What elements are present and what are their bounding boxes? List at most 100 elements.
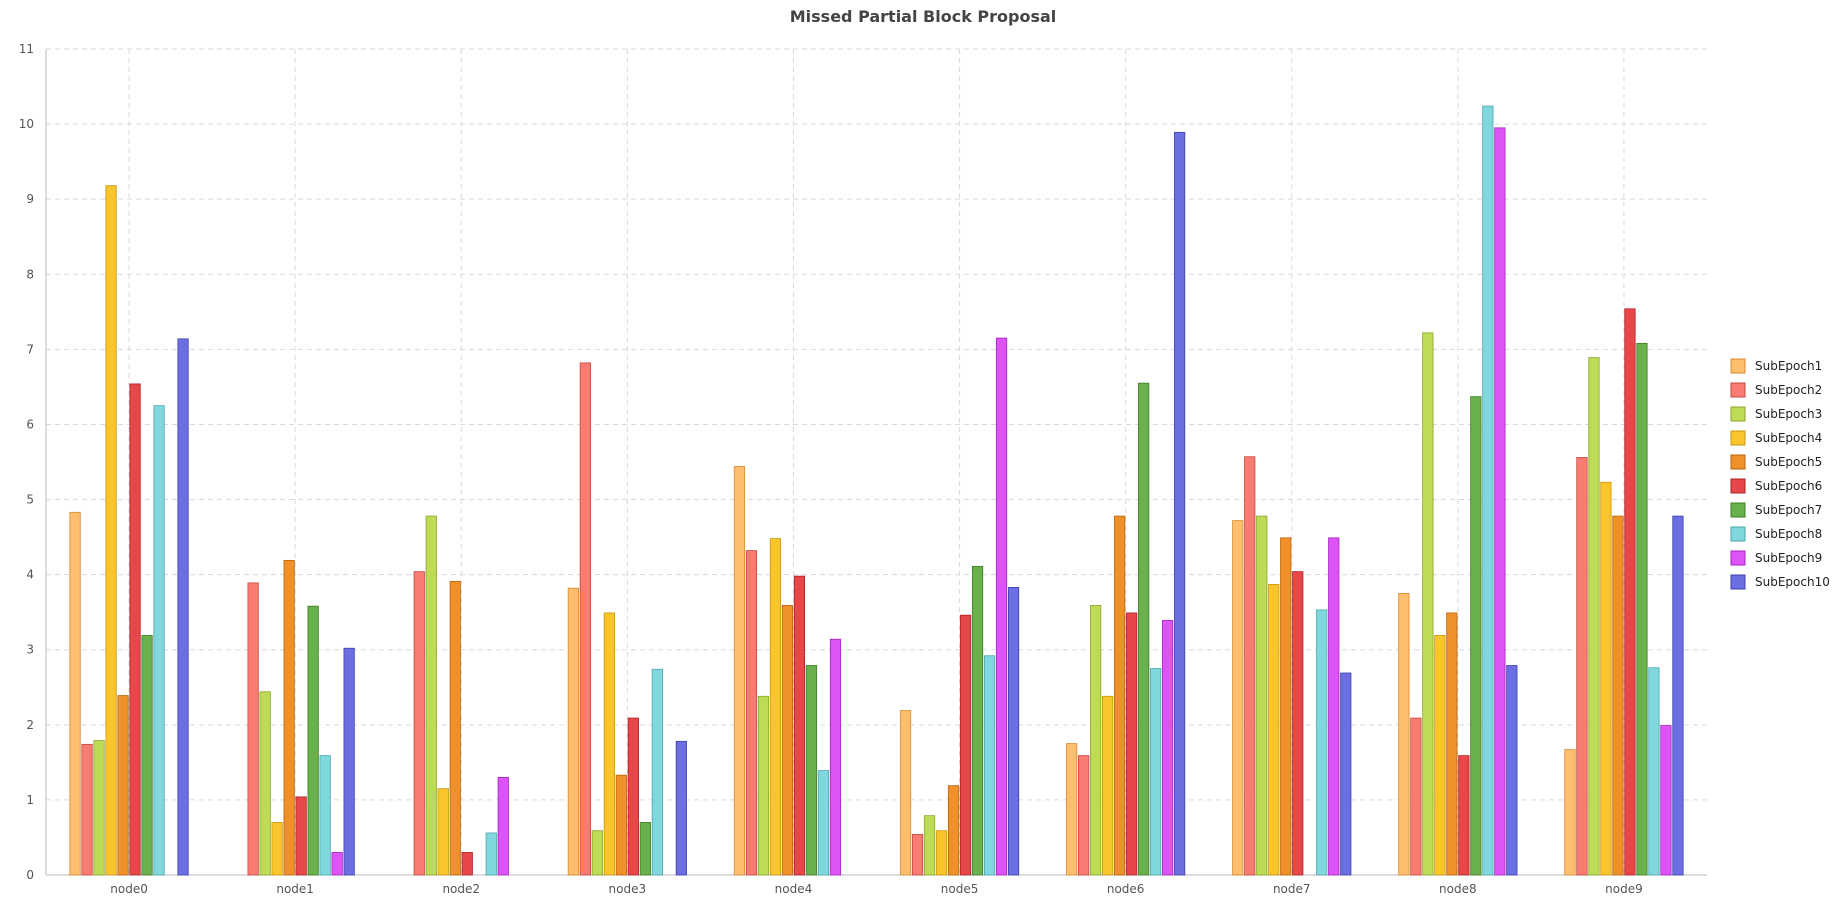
bar-node0-subepoch2[interactable] (81, 743, 93, 876)
bar-node8-subepoch8[interactable] (1482, 105, 1494, 876)
legend-swatch[interactable] (1730, 574, 1746, 590)
bar-node7-subepoch3[interactable] (1256, 515, 1268, 876)
bar-node2-subepoch2[interactable] (413, 571, 425, 876)
legend-swatch[interactable] (1730, 406, 1746, 422)
bar-node0-subepoch6[interactable] (129, 383, 141, 876)
bar-node5-subepoch7[interactable] (971, 565, 984, 876)
bar-node3-subepoch1[interactable] (567, 587, 579, 876)
legend-label[interactable]: SubEpoch3 (1755, 407, 1822, 421)
bar-node6-subepoch1[interactable] (1066, 743, 1078, 876)
bar-node6-subepoch5[interactable] (1114, 515, 1126, 876)
bar-node2-subepoch9[interactable] (497, 776, 509, 876)
bar-node9-subepoch6[interactable] (1624, 308, 1636, 876)
legend-label[interactable]: SubEpoch2 (1755, 383, 1822, 397)
bar-node5-subepoch2[interactable] (911, 834, 924, 876)
bar-node0-subepoch10[interactable] (177, 338, 189, 876)
bar-node9-subepoch3[interactable] (1588, 357, 1600, 876)
bar-node1-subepoch4[interactable] (271, 822, 283, 876)
bar-node8-subepoch10[interactable] (1506, 665, 1518, 876)
legend-swatch[interactable] (1730, 430, 1746, 446)
bar-node8-subepoch9[interactable] (1494, 127, 1506, 876)
bar-node8-subepoch7[interactable] (1470, 396, 1482, 876)
bar-node7-subepoch5[interactable] (1280, 537, 1292, 876)
bar-node9-subepoch2[interactable] (1576, 457, 1588, 876)
bar-node9-subepoch1[interactable] (1564, 749, 1576, 876)
bar-node3-subepoch10[interactable] (675, 740, 687, 876)
legend-label[interactable]: SubEpoch6 (1755, 479, 1822, 493)
bar-node9-subepoch10[interactable] (1672, 515, 1684, 876)
bar-node5-subepoch3[interactable] (923, 815, 936, 876)
legend-label[interactable]: SubEpoch8 (1755, 527, 1822, 541)
bar-node0-subepoch4[interactable] (105, 185, 117, 876)
legend-swatch[interactable] (1730, 454, 1746, 470)
bar-node9-subepoch7[interactable] (1636, 342, 1648, 876)
legend-swatch[interactable] (1730, 526, 1746, 542)
bar-node4-subepoch4[interactable] (769, 538, 782, 876)
bar-node1-subepoch6[interactable] (295, 796, 307, 876)
bar-node7-subepoch1[interactable] (1232, 520, 1244, 876)
bar-node1-subepoch2[interactable] (247, 582, 259, 876)
bar-node5-subepoch5[interactable] (947, 785, 960, 876)
bar-node5-subepoch9[interactable] (995, 337, 1008, 876)
bar-node6-subepoch8[interactable] (1150, 668, 1162, 876)
bar-node0-subepoch1[interactable] (69, 511, 81, 876)
bar-node6-subepoch6[interactable] (1126, 612, 1138, 876)
bar-node4-subepoch2[interactable] (745, 550, 758, 876)
bar-node4-subepoch1[interactable] (733, 466, 746, 876)
legend-label[interactable]: SubEpoch5 (1755, 455, 1822, 469)
bar-node8-subepoch1[interactable] (1398, 593, 1410, 876)
bar-node1-subepoch3[interactable] (259, 691, 271, 876)
bar-node1-subepoch8[interactable] (319, 755, 331, 876)
bar-node4-subepoch6[interactable] (793, 575, 806, 876)
bar-node4-subepoch8[interactable] (817, 770, 830, 876)
legend-swatch[interactable] (1730, 382, 1746, 398)
bar-node8-subepoch6[interactable] (1458, 755, 1470, 876)
bar-node3-subepoch2[interactable] (579, 362, 591, 876)
bar-node7-subepoch2[interactable] (1244, 456, 1256, 876)
bar-node8-subepoch3[interactable] (1422, 332, 1434, 876)
bar-node0-subepoch3[interactable] (93, 740, 105, 876)
legend-label[interactable]: SubEpoch9 (1755, 551, 1822, 565)
bar-node8-subepoch2[interactable] (1410, 717, 1422, 876)
bar-node9-subepoch9[interactable] (1660, 725, 1672, 876)
bar-node0-subepoch5[interactable] (117, 695, 129, 876)
bar-node7-subepoch6[interactable] (1292, 571, 1304, 876)
legend-swatch[interactable] (1730, 550, 1746, 566)
legend-label[interactable]: SubEpoch4 (1755, 431, 1822, 445)
bar-node6-subepoch2[interactable] (1078, 755, 1090, 876)
bar-node4-subepoch5[interactable] (781, 605, 794, 876)
bar-node6-subepoch9[interactable] (1162, 620, 1174, 876)
bar-node4-subepoch3[interactable] (757, 695, 770, 876)
bar-node2-subepoch5[interactable] (449, 580, 461, 876)
bar-node7-subepoch9[interactable] (1328, 537, 1340, 876)
bar-node6-subepoch4[interactable] (1102, 695, 1114, 876)
bar-node6-subepoch7[interactable] (1138, 382, 1150, 876)
legend-swatch[interactable] (1730, 478, 1746, 494)
bar-node2-subepoch8[interactable] (485, 832, 497, 876)
bar-node0-subepoch8[interactable] (153, 405, 165, 876)
bar-node9-subepoch5[interactable] (1612, 515, 1624, 876)
bar-node5-subepoch10[interactable] (1007, 587, 1020, 876)
bar-node1-subepoch10[interactable] (343, 647, 355, 876)
bar-node3-subepoch7[interactable] (639, 822, 651, 876)
bar-node8-subepoch4[interactable] (1434, 635, 1446, 876)
legend-swatch[interactable] (1730, 502, 1746, 518)
bar-node3-subepoch6[interactable] (627, 717, 639, 876)
legend-label[interactable]: SubEpoch7 (1755, 503, 1822, 517)
bar-node0-subepoch7[interactable] (141, 635, 153, 876)
bar-node3-subepoch5[interactable] (615, 774, 627, 876)
bar-node5-subepoch6[interactable] (959, 614, 972, 876)
bar-node3-subepoch8[interactable] (651, 668, 663, 876)
bar-node1-subepoch7[interactable] (307, 605, 319, 876)
bar-node5-subepoch8[interactable] (983, 655, 996, 876)
bar-node7-subepoch10[interactable] (1340, 672, 1352, 876)
legend-swatch[interactable] (1730, 358, 1746, 374)
bar-node9-subepoch8[interactable] (1648, 667, 1660, 876)
bar-node7-subepoch4[interactable] (1268, 584, 1280, 876)
bar-node2-subepoch3[interactable] (425, 515, 437, 876)
bar-node3-subepoch4[interactable] (603, 612, 615, 876)
bar-node8-subepoch5[interactable] (1446, 612, 1458, 876)
bar-node4-subepoch9[interactable] (829, 638, 842, 876)
bar-node4-subepoch7[interactable] (805, 665, 818, 876)
bar-node5-subepoch4[interactable] (935, 830, 948, 876)
